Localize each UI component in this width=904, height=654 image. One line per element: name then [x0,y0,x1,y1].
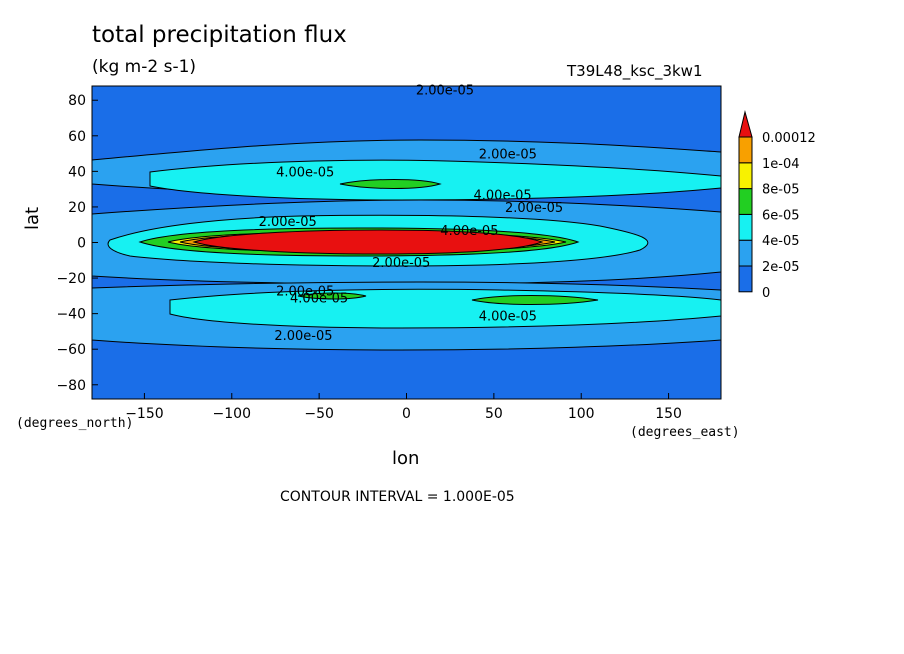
contour-label: 2.00e-05 [416,84,474,99]
y-tick-label: −40 [56,307,86,323]
x-tick-label: −150 [125,406,163,422]
y-tick-label: 40 [68,164,86,180]
band-6e-05-south-b [471,295,599,305]
contour-label: 2.00e-05 [372,256,430,271]
colorbar-swatch [738,188,753,215]
band-6e-05-north [339,179,442,189]
y-axis-label: lat [22,206,43,230]
chart-title: total precipitation flux [92,22,347,48]
y-tick-label: 20 [68,200,86,216]
contour-label: 2.00e-05 [259,215,317,230]
band-0.00012-core [192,229,544,255]
colorbar-swatch [738,162,753,190]
colorbar: 0 2e-05 4e-05 6e-05 8e-05 1e-04 0.00012 [738,110,816,301]
colorbar-swatch [738,265,753,293]
y-tick-label: 80 [68,93,86,109]
contour-label: 2.00e-05 [274,329,332,344]
contour-label: 4.00e-05 [290,292,348,307]
x-axis-ticks: −150 −100 −50 0 50 100 150 [125,393,682,422]
y-tick-label: −80 [56,378,86,394]
contour-label: 4.00e-05 [479,309,537,324]
colorbar-label: 2e-05 [762,260,800,275]
contour-label: 4.00e-05 [440,224,498,239]
y-tick-label: 60 [68,129,86,145]
band-4e-05-south [169,288,721,329]
y-tick-label: −60 [56,342,86,358]
contour-interval-note: CONTOUR INTERVAL = 1.000E-05 [280,489,515,505]
colorbar-swatch [738,213,753,241]
band-6e-05-south-a [297,292,367,300]
contour-label: 2.00e-05 [505,201,563,216]
chart-units: (kg m-2 s-1) [92,57,197,77]
x-tick-label: 0 [402,406,411,422]
colorbar-swatch [738,136,753,164]
contour-label: 2.00e-05 [479,148,537,163]
colorbar-swatch [738,239,753,267]
x-axis-label: lon [392,448,420,469]
contour-label: 4.00e-05 [474,188,532,203]
y-tick-label: −20 [56,271,86,287]
x-tick-label: −100 [213,406,251,422]
x-tick-label: −50 [304,406,334,422]
y-tick-label: 0 [77,236,86,252]
colorbar-label: 4e-05 [762,234,800,249]
colorbar-label: 0 [762,286,770,301]
colorbar-overflow-arrow [738,110,753,138]
colorbar-label: 0.00012 [762,131,816,146]
contour-labels: 2.00e-052.00e-054.00e-054.00e-052.00e-05… [259,84,564,344]
colorbar-label: 1e-04 [762,157,800,172]
band-4e-05-north [149,159,721,201]
y-axis-ticks: 80 60 40 20 0 −20 −40 −60 −80 [56,93,98,394]
colorbar-label: 8e-05 [762,183,800,198]
contour-label: 4.00e-05 [276,165,334,180]
x-tick-label: 50 [485,406,503,422]
x-tick-label: 100 [568,406,595,422]
y-axis-unit: (degrees_north) [16,416,134,431]
contour-label: 2.00e-05 [276,285,334,300]
x-tick-label: 150 [655,406,682,422]
colorbar-label: 6e-05 [762,208,800,223]
x-axis-unit: (degrees_east) [630,425,740,440]
run-id-label: T39L48_ksc_3kw1 [567,62,703,80]
